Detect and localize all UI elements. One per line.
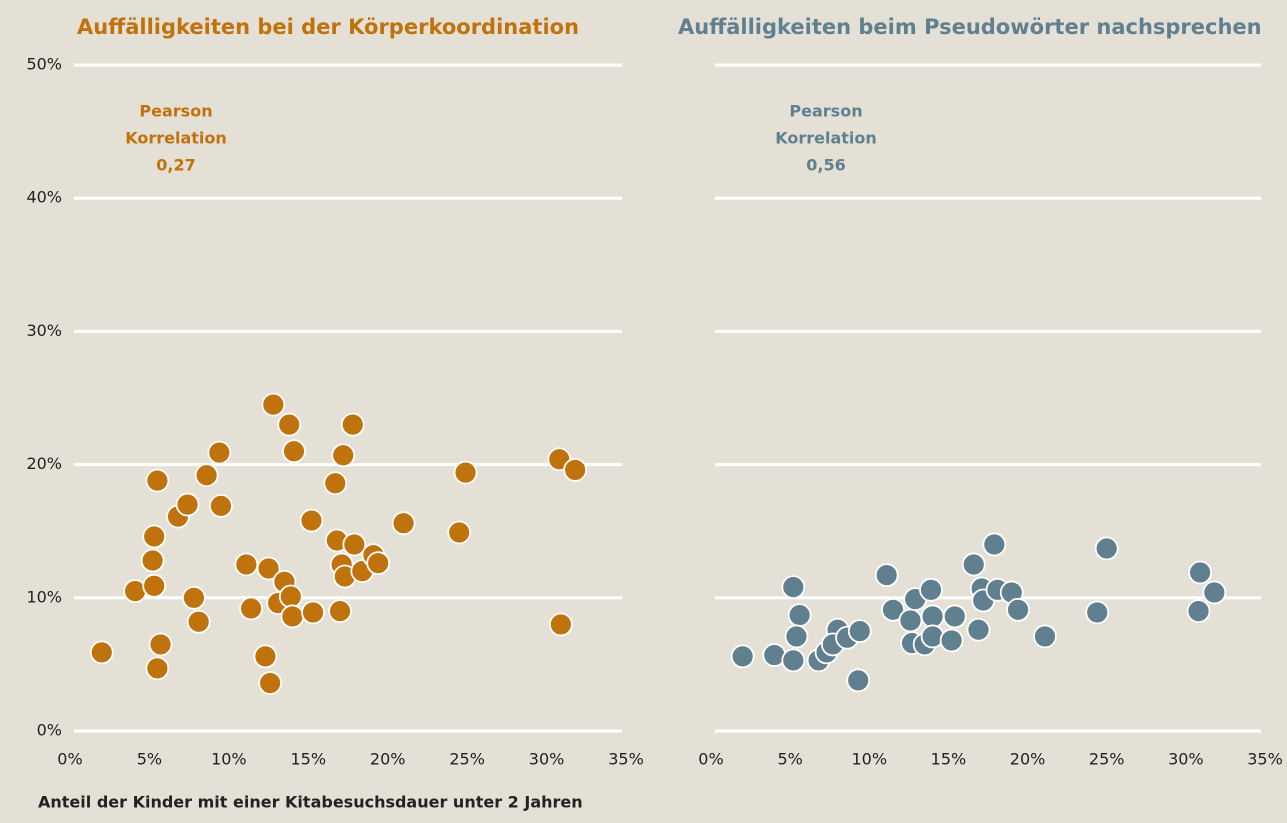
point <box>277 412 302 437</box>
point <box>453 460 478 485</box>
point <box>1006 597 1030 622</box>
x-tick-label: 0% <box>57 750 82 769</box>
point <box>939 628 964 653</box>
point <box>89 640 114 665</box>
point <box>328 599 352 624</box>
x-tick-label: 35% <box>1247 750 1283 769</box>
point <box>563 458 588 482</box>
x-tick-label: 20% <box>370 750 406 769</box>
point <box>1033 624 1057 649</box>
point <box>323 471 348 496</box>
point <box>301 600 325 625</box>
point <box>340 412 365 437</box>
x-tick-label: 20% <box>1010 750 1046 769</box>
point <box>966 617 991 642</box>
x-tick-label: 10% <box>211 750 247 769</box>
point <box>234 552 259 577</box>
y-tick-label: 20% <box>26 454 62 473</box>
annotation: 0,56 <box>806 156 845 175</box>
point <box>140 548 165 573</box>
point <box>874 563 899 588</box>
x-tick-label: 0% <box>698 750 723 769</box>
point <box>186 609 211 634</box>
point <box>280 604 305 629</box>
point <box>142 524 167 549</box>
y-tick-label: 50% <box>26 55 62 74</box>
point <box>194 463 219 488</box>
point <box>447 520 472 545</box>
x-tick-label: 30% <box>1168 750 1204 769</box>
point <box>256 556 281 581</box>
point <box>982 532 1007 557</box>
y-tick-label: 0% <box>37 721 62 740</box>
point <box>175 492 200 517</box>
point <box>182 585 206 610</box>
x-tick-label: 10% <box>852 750 888 769</box>
y-tick-label: 40% <box>26 188 62 207</box>
point <box>548 612 573 637</box>
point <box>148 632 173 657</box>
x-tick-label: 25% <box>1089 750 1125 769</box>
x-tick-label: 15% <box>291 750 327 769</box>
annotation: Pearson <box>139 102 212 121</box>
x-axis-label: Anteil der Kinder mit einer Kitabesuchsd… <box>38 793 583 812</box>
point <box>781 648 806 673</box>
point <box>1202 580 1227 605</box>
point <box>239 596 263 621</box>
point <box>253 644 278 669</box>
point <box>1094 536 1119 561</box>
chart-title: Auffälligkeiten beim Pseudowörter nachsp… <box>678 15 1262 39</box>
point <box>299 508 324 533</box>
annotation: 0,27 <box>156 156 195 175</box>
point <box>781 575 806 600</box>
annotation: Pearson <box>789 102 862 121</box>
x-tick-label: 25% <box>449 750 485 769</box>
point <box>282 439 306 464</box>
chart-title: Auffälligkeiten bei der Körperkoordinati… <box>77 15 579 39</box>
point <box>1085 600 1110 625</box>
point <box>784 624 809 649</box>
point <box>209 493 233 518</box>
y-tick-label: 30% <box>26 321 62 340</box>
point <box>847 619 872 643</box>
point <box>1188 560 1213 585</box>
annotation: Korrelation <box>125 129 227 148</box>
point <box>261 392 286 417</box>
point <box>331 443 356 468</box>
x-tick-label: 5% <box>137 750 162 769</box>
point <box>919 577 943 602</box>
point <box>342 532 367 557</box>
point <box>145 656 170 681</box>
point <box>278 584 303 609</box>
y-tick-label: 10% <box>26 587 62 606</box>
point <box>145 468 170 493</box>
point <box>881 597 905 622</box>
point <box>1186 599 1211 624</box>
point <box>898 608 923 633</box>
point <box>787 603 812 628</box>
x-tick-label: 15% <box>931 750 967 769</box>
point <box>920 604 945 629</box>
x-tick-label: 5% <box>777 750 802 769</box>
point <box>942 604 967 629</box>
point <box>207 440 232 465</box>
point <box>730 644 755 669</box>
point <box>961 552 986 577</box>
x-tick-label: 30% <box>529 750 565 769</box>
point <box>258 671 283 695</box>
x-tick-label: 35% <box>608 750 644 769</box>
point <box>366 551 391 576</box>
point <box>142 573 167 598</box>
point <box>846 668 871 693</box>
point <box>391 511 416 536</box>
annotation: Korrelation <box>775 129 877 148</box>
